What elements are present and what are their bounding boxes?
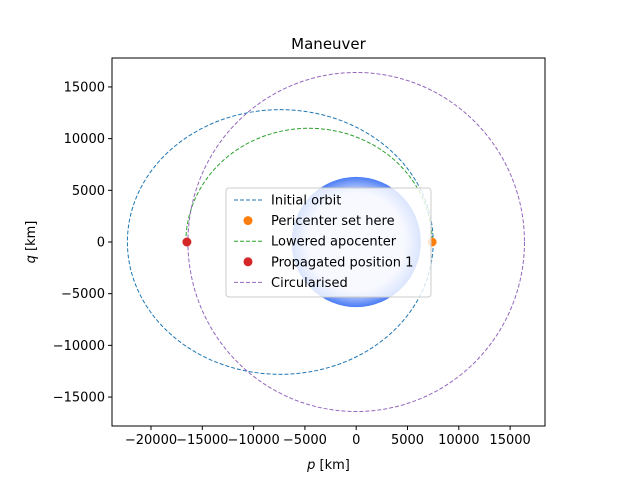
legend-box xyxy=(225,187,432,298)
chart-title: Maneuver xyxy=(291,35,366,53)
y-tick-label: −5000 xyxy=(61,287,105,302)
legend-marker-swatch xyxy=(243,216,253,226)
y-tick-label: 0 xyxy=(97,236,105,251)
x-tick-label: −20000 xyxy=(125,433,177,448)
legend-label: Propagated position 1 xyxy=(271,255,413,270)
x-tick-label: −15000 xyxy=(176,433,228,448)
x-tick-label: 0 xyxy=(352,433,360,448)
point-propagated-position-1 xyxy=(182,237,192,247)
x-tick-label: −10000 xyxy=(227,433,279,448)
y-tick-label: 5000 xyxy=(72,184,105,199)
y-tick-label: −10000 xyxy=(53,339,105,354)
legend: Initial orbit Pericenter set here Lowered … xyxy=(225,187,432,298)
x-tick-label: −5000 xyxy=(283,433,327,448)
legend-label: Pericenter set here xyxy=(271,214,395,229)
legend-label: Lowered apocenter xyxy=(271,235,397,250)
y-tick-label: 15000 xyxy=(64,80,105,95)
orbit-lowered-apocenter xyxy=(185,127,433,243)
x-tick-label: 5000 xyxy=(391,433,424,448)
y-tick-label: 10000 xyxy=(64,132,105,147)
x-axis-label: p [km] xyxy=(306,458,350,473)
x-tick-label: 15000 xyxy=(489,433,530,448)
x-axis: −20000 −15000 −10000 −5000 0 5000 10000 15000 xyxy=(125,426,531,448)
legend-label: Initial orbit xyxy=(271,194,341,209)
y-axis-label: q [km] xyxy=(24,221,39,264)
legend-marker-swatch xyxy=(243,257,253,267)
y-axis: −15000 −10000 −5000 0 5000 10000 15000 xyxy=(53,80,112,406)
x-tick-label: 10000 xyxy=(438,433,479,448)
legend-label: Circularised xyxy=(271,276,348,291)
y-tick-label: −15000 xyxy=(53,391,105,406)
